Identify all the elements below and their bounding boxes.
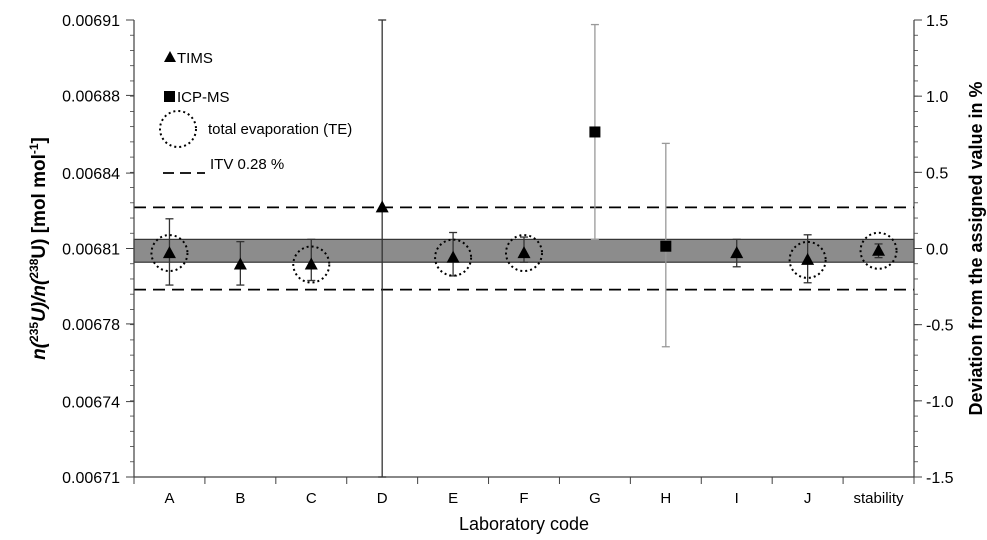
tims-point-C	[304, 257, 318, 270]
legend-label-icpms: ICP-MS	[177, 89, 230, 106]
right-tick-label: 0.0	[926, 242, 948, 259]
te-circle-C	[292, 245, 331, 284]
right-tick-label: 1.0	[926, 89, 948, 106]
right-tick-label: -1.5	[926, 470, 954, 487]
icpms-point-H	[660, 240, 672, 252]
te-circle-E	[434, 238, 473, 277]
left-tick-label: 0.00678	[62, 317, 120, 334]
right-tick-label: 1.5	[926, 13, 948, 30]
left-tick-label: 0.00671	[62, 470, 120, 487]
te-circle-F	[505, 234, 543, 273]
x-tick-label: I	[735, 490, 739, 507]
tims-point-F	[517, 246, 531, 259]
legend-label-itv: ITV 0.28 %	[210, 156, 284, 173]
x-tick-label: B	[235, 490, 245, 507]
x-axis-label: Laboratory code	[459, 514, 589, 534]
te-circle-J	[788, 240, 827, 279]
x-tick-label: F	[519, 490, 528, 507]
x-tick-label: A	[164, 490, 174, 507]
tims-point-D	[375, 200, 389, 213]
tims-point-J	[801, 252, 815, 265]
left-tick-label: 0.00681	[62, 242, 120, 259]
icpms-point-G	[589, 126, 601, 138]
te-circle-A	[150, 234, 189, 273]
left-tick-label: 0.00674	[62, 395, 120, 412]
right-tick-label: -0.5	[926, 318, 954, 335]
tims-point-A	[162, 246, 176, 259]
left-tick-label: 0.00684	[62, 166, 120, 183]
x-tick-label: J	[804, 490, 812, 507]
x-tick-label: G	[589, 490, 601, 507]
right-tick-label: 0.5	[926, 165, 948, 182]
legend-triangle-icon	[164, 51, 176, 62]
legend-square-icon	[164, 91, 175, 102]
tims-point-stability	[872, 243, 886, 256]
right-tick-label: -1.0	[926, 394, 954, 411]
tims-point-E	[446, 250, 460, 263]
left-tick-label: 0.00691	[62, 13, 120, 30]
x-tick-label: stability	[854, 490, 905, 507]
x-tick-label: C	[306, 490, 317, 507]
legend-label-tims: TIMS	[177, 50, 213, 67]
legend-dotted-circle-icon	[159, 110, 197, 148]
right-axis-label: Deviation from the assigned value in %	[966, 81, 986, 415]
x-tick-label: D	[377, 490, 388, 507]
tims-point-B	[233, 257, 247, 270]
left-tick-label: 0.00688	[62, 88, 120, 105]
tims-point-I	[730, 246, 744, 259]
left-axis-label: n(235U)/n(238U) [mol mol-1]	[27, 137, 50, 360]
legend-label-te: total evaporation (TE)	[208, 121, 352, 138]
x-tick-label: H	[660, 490, 671, 507]
te-circle-stability	[859, 231, 898, 270]
x-tick-label: E	[448, 490, 458, 507]
